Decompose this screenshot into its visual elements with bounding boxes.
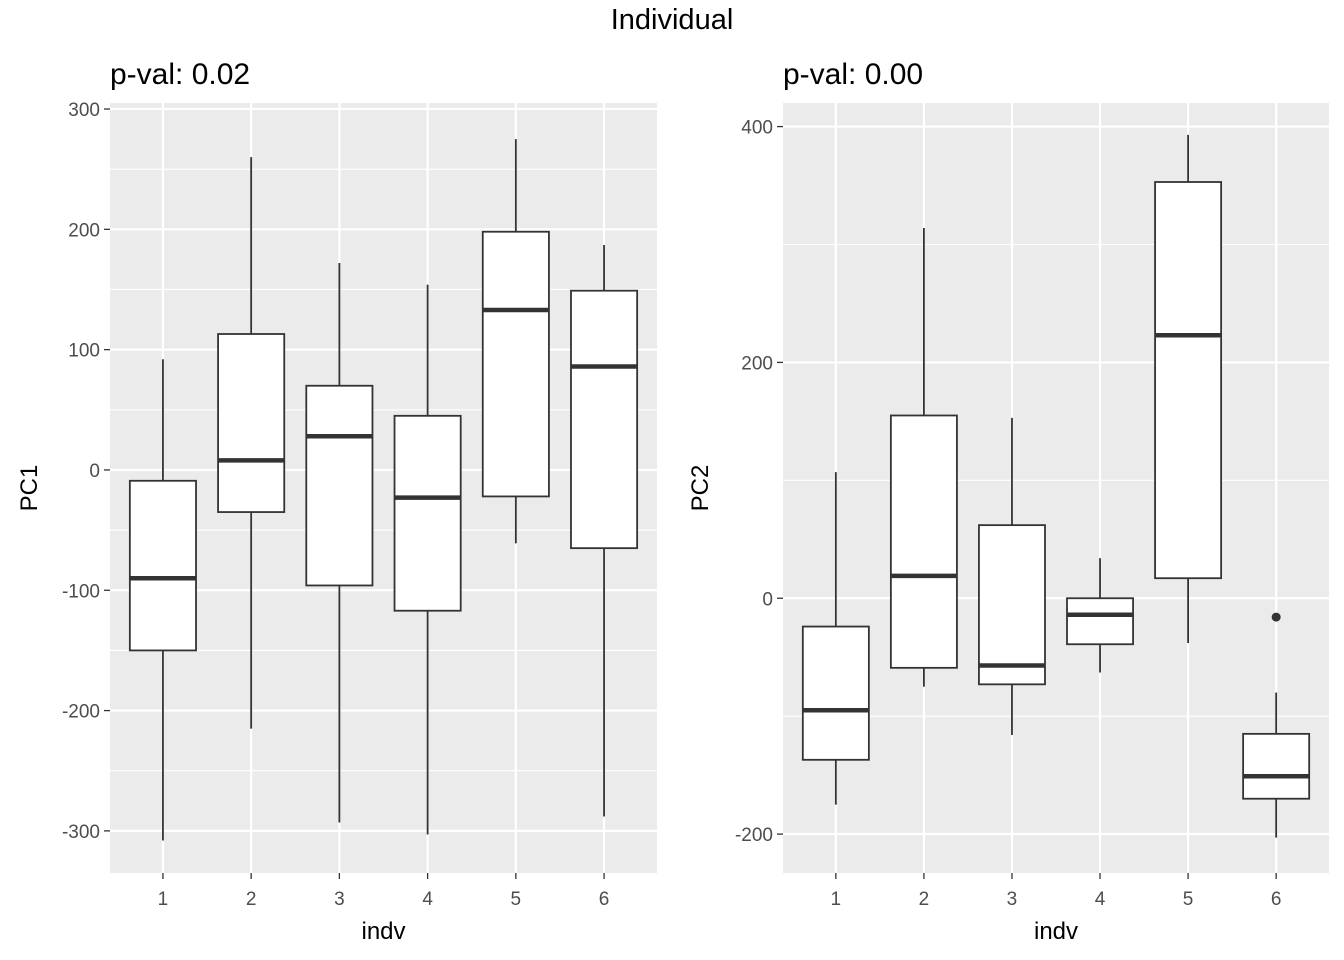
y-axis-label: PC1 [16, 465, 43, 512]
x-tick-label: 5 [511, 889, 522, 910]
y-tick-label: 100 [68, 341, 100, 362]
box-iqr [801, 625, 870, 761]
y-tick-label: 0 [762, 589, 773, 610]
x-tick-label: 2 [246, 889, 257, 910]
panel-subtitle: p-val: 0.02 [110, 58, 250, 91]
box-iqr [128, 479, 197, 652]
y-tick-label: 200 [68, 220, 100, 241]
y-tick-label: -200 [62, 702, 100, 723]
box-5 [481, 139, 550, 544]
y-tick-label: 400 [741, 118, 773, 139]
y-tick-label: 200 [741, 353, 773, 374]
box-3 [978, 417, 1046, 736]
box-3 [305, 263, 374, 823]
box-4 [1066, 558, 1134, 673]
y-axis-label: PC2 [687, 465, 714, 512]
x-tick-label: 1 [158, 889, 169, 910]
x-tick-label: 4 [1095, 889, 1106, 910]
box-6 [1242, 612, 1311, 838]
outlier-point [1271, 612, 1281, 622]
box-2 [889, 227, 958, 687]
y-tick-label: 0 [89, 461, 100, 482]
panel-subtitle: p-val: 0.00 [783, 58, 923, 91]
box-1 [801, 472, 870, 805]
box-iqr [570, 289, 639, 550]
x-tick-label: 4 [422, 889, 433, 910]
y-tick-label: -100 [62, 581, 100, 602]
x-tick-label: 5 [1183, 889, 1194, 910]
x-tick-label: 6 [599, 889, 610, 910]
box-iqr [1154, 181, 1223, 580]
box-iqr [1066, 597, 1134, 646]
x-axis-label: indv [1034, 918, 1078, 945]
chart-panel-2: -200 0 200 400 1 2 3 4 5 6 p-val: 0.00 indv PC2 [687, 58, 1329, 945]
page-title: Individual [610, 4, 734, 36]
x-tick-label: 2 [919, 889, 930, 910]
panel-background [110, 103, 657, 873]
x-tick-label: 3 [334, 889, 345, 910]
chart-panel-1: -300 -200 -100 0 100 200 300 1 2 3 4 5 6 p-val: 0.02 i… [16, 58, 657, 945]
x-tick-label: 1 [831, 889, 842, 910]
box-5 [1154, 134, 1223, 644]
box-iqr [978, 524, 1046, 686]
box-iqr [393, 414, 462, 612]
box-6 [570, 244, 639, 817]
panel-background [783, 103, 1329, 873]
y-tick-label: -300 [62, 822, 100, 843]
x-tick-label: 3 [1007, 889, 1018, 910]
x-tick-label: 6 [1271, 889, 1282, 910]
box-1 [128, 359, 197, 841]
box-iqr [889, 414, 958, 669]
box-iqr [1242, 732, 1311, 800]
y-tick-label: 300 [68, 100, 100, 121]
box-4 [393, 284, 462, 835]
y-tick-label: -200 [735, 825, 773, 846]
box-iqr [217, 333, 286, 513]
box-iqr [305, 384, 374, 587]
x-axis-label: indv [361, 918, 405, 945]
box-iqr [481, 230, 550, 498]
box-2 [217, 157, 286, 729]
